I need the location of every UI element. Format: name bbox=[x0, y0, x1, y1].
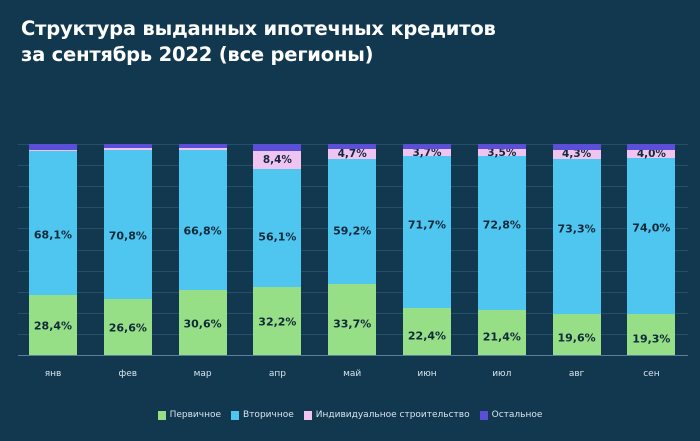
bar-segment-primary: 22,4% bbox=[403, 307, 451, 355]
x-tick-label: июл bbox=[492, 369, 512, 379]
bar-segment-secondary: 74,0% bbox=[627, 158, 676, 315]
data-label: 32,2% bbox=[258, 315, 297, 329]
bar-segment-other bbox=[178, 144, 227, 148]
data-label: 74,0% bbox=[632, 221, 671, 235]
data-label: 73,3% bbox=[557, 222, 596, 236]
bar-фев: 26,6% 70,8% bbox=[103, 144, 152, 355]
data-label: 22,4% bbox=[407, 329, 447, 343]
data-label: 70,8% bbox=[108, 229, 147, 243]
x-tick-label: янв bbox=[44, 369, 62, 379]
bar-segment-individual: 3,7% bbox=[403, 146, 451, 159]
x-axis-baseline bbox=[18, 355, 688, 356]
legend-swatch-icon bbox=[157, 410, 166, 420]
data-label: 72,8% bbox=[482, 218, 521, 232]
data-label: 30,6% bbox=[183, 317, 222, 331]
bar-segment-other bbox=[328, 144, 377, 150]
x-tick-label: мар bbox=[193, 369, 212, 379]
x-tick-label: сен bbox=[643, 369, 660, 379]
bar-segment-individual: 3,5% bbox=[477, 146, 526, 159]
bar-segment-individual: 4,0% bbox=[627, 147, 676, 160]
data-label: 8,4% bbox=[262, 153, 292, 166]
data-label: 4,7% bbox=[337, 148, 367, 161]
x-tick-label: авг bbox=[568, 369, 585, 379]
bar-segment-secondary: 72,8% bbox=[477, 156, 526, 310]
legend-label: Первичное bbox=[169, 410, 222, 420]
bar-segment-primary: 21,4% bbox=[477, 309, 526, 355]
bar-segment-other bbox=[403, 144, 451, 149]
bar-segment-primary: 33,7% bbox=[328, 283, 377, 355]
bar-segment-individual bbox=[29, 149, 77, 152]
data-label: 33,7% bbox=[333, 317, 372, 331]
chart-title: Структура выданных ипотечных кредитов за… bbox=[21, 16, 496, 68]
legend-swatch-icon bbox=[479, 410, 488, 420]
legend-swatch-icon bbox=[231, 410, 240, 420]
data-label: 59,2% bbox=[333, 224, 372, 238]
bar-segment-other bbox=[103, 144, 152, 149]
bar-segment-other bbox=[627, 144, 676, 150]
bar-segment-individual: 4,7% bbox=[328, 148, 377, 161]
legend-item-other: Остальное bbox=[479, 410, 543, 420]
bar-segment-primary: 19,3% bbox=[627, 314, 676, 355]
bar-июн: 22,4% 71,7% 3,7% bbox=[403, 144, 451, 355]
data-label: 71,7% bbox=[407, 218, 447, 232]
x-tick-label: апр bbox=[268, 369, 286, 379]
legend-item-primary: Первичное bbox=[157, 410, 222, 420]
legend-swatch-icon bbox=[303, 410, 312, 420]
bar-segment-other bbox=[253, 144, 302, 151]
chart-title-line-1: Структура выданных ипотечных кредитов bbox=[21, 17, 496, 40]
bar-июл: 21,4% 72,8% 3,5% bbox=[477, 144, 526, 355]
legend-item-secondary: Вторичное bbox=[231, 410, 294, 420]
bar-segment-primary: 30,6% bbox=[178, 290, 227, 355]
data-label: 66,8% bbox=[183, 224, 222, 238]
bar-segment-secondary: 66,8% bbox=[178, 149, 227, 291]
x-tick-label: фев bbox=[118, 369, 138, 379]
bar-segment-individual: 4,3% bbox=[552, 148, 601, 161]
data-label: 68,1% bbox=[33, 228, 73, 242]
bar-segment-secondary: 56,1% bbox=[253, 168, 302, 288]
data-label: 26,6% bbox=[108, 321, 147, 335]
data-label: 28,4% bbox=[33, 319, 73, 333]
bar-segment-individual: 8,4% bbox=[253, 150, 302, 169]
plot-area: 28,4% 68,1% 26,6% 70,8% 30,6% 66,8% 32,2% 56,1%… bbox=[18, 144, 688, 356]
data-label: 19,3% bbox=[632, 332, 671, 346]
bar-segment-secondary: 73,3% bbox=[552, 159, 601, 314]
data-label: 56,1% bbox=[258, 230, 297, 244]
bar-segment-secondary: 59,2% bbox=[328, 159, 377, 284]
bar-янв: 28,4% 68,1% bbox=[29, 144, 77, 355]
data-label: 3,7% bbox=[412, 146, 442, 159]
bar-segment-primary: 26,6% bbox=[103, 298, 152, 355]
bar-segment-primary: 28,4% bbox=[29, 295, 77, 355]
bar-segment-other bbox=[552, 144, 601, 150]
bar-segment-secondary: 68,1% bbox=[29, 151, 77, 296]
data-label: 4,0% bbox=[636, 147, 666, 160]
legend-label: Остальное bbox=[491, 410, 543, 420]
bar-segment-primary: 19,6% bbox=[552, 313, 601, 355]
chart-title-line-2: за сентябрь 2022 (все регионы) bbox=[21, 43, 374, 66]
bar-segment-individual bbox=[103, 148, 152, 150]
data-label: 19,6% bbox=[557, 331, 596, 345]
legend-label: Вторичное bbox=[243, 410, 294, 420]
legend-item-individual: Индивидуальное строительство bbox=[303, 410, 470, 420]
legend-label: Индивидуальное строительство bbox=[315, 410, 470, 420]
legend: Первичное Вторичное Индивидуальное строите… bbox=[0, 410, 700, 420]
bar-segment-secondary: 71,7% bbox=[403, 156, 451, 308]
x-tick-label: июн bbox=[417, 369, 437, 379]
bar-segment-primary: 32,2% bbox=[253, 287, 302, 355]
data-label: 4,3% bbox=[562, 148, 592, 161]
x-tick-label: май bbox=[343, 369, 362, 379]
bar-segment-other bbox=[29, 144, 77, 150]
bar-апр: 32,2% 56,1% 8,4% bbox=[253, 144, 302, 355]
bar-segment-other bbox=[477, 144, 526, 149]
bar-мар: 30,6% 66,8% bbox=[178, 144, 227, 355]
bar-segment-secondary: 70,8% bbox=[103, 149, 152, 299]
bar-май: 33,7% 59,2% 4,7% bbox=[328, 144, 377, 355]
data-label: 21,4% bbox=[482, 330, 521, 344]
bar-сен: 19,3% 74,0% 4,0% bbox=[627, 144, 676, 355]
data-label: 3,5% bbox=[487, 146, 517, 159]
bar-авг: 19,6% 73,3% 4,3% bbox=[552, 144, 601, 355]
bar-segment-individual bbox=[178, 147, 227, 150]
